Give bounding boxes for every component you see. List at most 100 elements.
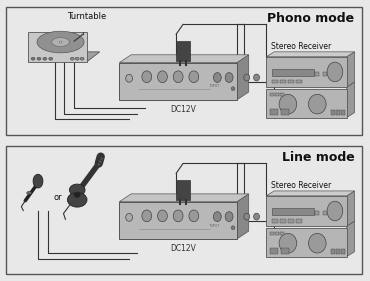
Ellipse shape	[158, 71, 167, 83]
Polygon shape	[28, 32, 87, 62]
Bar	[281, 109, 289, 115]
Bar	[270, 93, 274, 96]
Polygon shape	[266, 52, 354, 57]
Text: DC12V: DC12V	[170, 244, 196, 253]
Ellipse shape	[231, 226, 235, 230]
Bar	[270, 248, 278, 254]
Polygon shape	[28, 52, 100, 62]
Text: or: or	[53, 193, 62, 202]
Polygon shape	[347, 221, 354, 257]
Ellipse shape	[75, 57, 79, 60]
Bar	[270, 109, 278, 115]
Ellipse shape	[189, 210, 199, 222]
Bar	[330, 211, 334, 215]
Ellipse shape	[253, 213, 259, 220]
Bar	[288, 219, 294, 223]
Text: DC12V: DC12V	[170, 105, 196, 114]
Bar	[266, 89, 347, 117]
Ellipse shape	[173, 210, 183, 222]
Ellipse shape	[189, 71, 199, 83]
Bar	[275, 232, 279, 235]
Ellipse shape	[70, 57, 74, 60]
Bar	[176, 180, 190, 200]
Bar	[315, 72, 319, 76]
Bar	[296, 80, 302, 83]
Ellipse shape	[309, 94, 326, 114]
Text: INPUT: INPUT	[209, 85, 220, 89]
Bar	[280, 93, 284, 96]
Ellipse shape	[80, 57, 84, 60]
Bar	[323, 72, 327, 76]
Text: INPUT: INPUT	[209, 224, 220, 228]
Polygon shape	[237, 55, 249, 100]
Bar	[120, 63, 237, 100]
Ellipse shape	[49, 57, 53, 60]
Ellipse shape	[158, 210, 167, 222]
Bar	[336, 110, 340, 115]
Ellipse shape	[59, 41, 62, 43]
Ellipse shape	[74, 192, 81, 198]
Ellipse shape	[327, 62, 343, 82]
Text: Line mode: Line mode	[282, 151, 354, 164]
Text: Turntable: Turntable	[67, 12, 107, 21]
Polygon shape	[120, 55, 249, 63]
Bar	[270, 232, 274, 235]
Ellipse shape	[225, 72, 233, 82]
Bar	[71, 188, 83, 196]
Bar	[341, 249, 345, 254]
Bar	[266, 196, 347, 226]
Ellipse shape	[69, 184, 85, 196]
Ellipse shape	[213, 72, 221, 82]
Bar	[280, 232, 284, 235]
Ellipse shape	[67, 192, 87, 207]
Ellipse shape	[309, 234, 326, 253]
Ellipse shape	[52, 38, 69, 46]
Bar	[281, 248, 289, 254]
Ellipse shape	[97, 163, 100, 166]
Bar	[315, 211, 319, 215]
Ellipse shape	[231, 87, 235, 91]
Bar	[266, 228, 347, 257]
Ellipse shape	[142, 210, 152, 222]
Bar	[341, 110, 345, 115]
Text: Stereo Receiver: Stereo Receiver	[271, 42, 332, 51]
Polygon shape	[347, 82, 354, 117]
Ellipse shape	[37, 57, 41, 60]
Ellipse shape	[279, 234, 297, 253]
Ellipse shape	[253, 74, 259, 81]
Ellipse shape	[99, 160, 102, 163]
Bar	[272, 219, 278, 223]
Ellipse shape	[327, 201, 343, 221]
Bar	[296, 219, 302, 223]
Ellipse shape	[126, 214, 132, 221]
Polygon shape	[237, 194, 249, 239]
Ellipse shape	[142, 71, 152, 83]
Bar	[120, 202, 237, 239]
Polygon shape	[120, 194, 249, 202]
Bar	[330, 72, 334, 76]
Bar	[272, 80, 278, 83]
Ellipse shape	[213, 212, 221, 221]
Bar	[280, 80, 286, 83]
Bar	[272, 69, 314, 76]
Ellipse shape	[244, 213, 250, 220]
Ellipse shape	[33, 174, 43, 188]
Bar	[331, 249, 335, 254]
Bar	[272, 208, 314, 215]
Bar	[331, 110, 335, 115]
Text: Stereo Receiver: Stereo Receiver	[271, 181, 332, 190]
Ellipse shape	[173, 71, 183, 83]
Ellipse shape	[279, 94, 297, 114]
Ellipse shape	[126, 74, 132, 82]
Bar	[176, 41, 190, 61]
Ellipse shape	[100, 157, 103, 160]
Bar	[323, 211, 327, 215]
Ellipse shape	[37, 31, 84, 53]
Ellipse shape	[27, 191, 31, 194]
Polygon shape	[347, 52, 354, 87]
Bar	[280, 219, 286, 223]
Ellipse shape	[244, 74, 250, 81]
Ellipse shape	[225, 212, 233, 221]
Bar	[275, 93, 279, 96]
Bar	[288, 80, 294, 83]
